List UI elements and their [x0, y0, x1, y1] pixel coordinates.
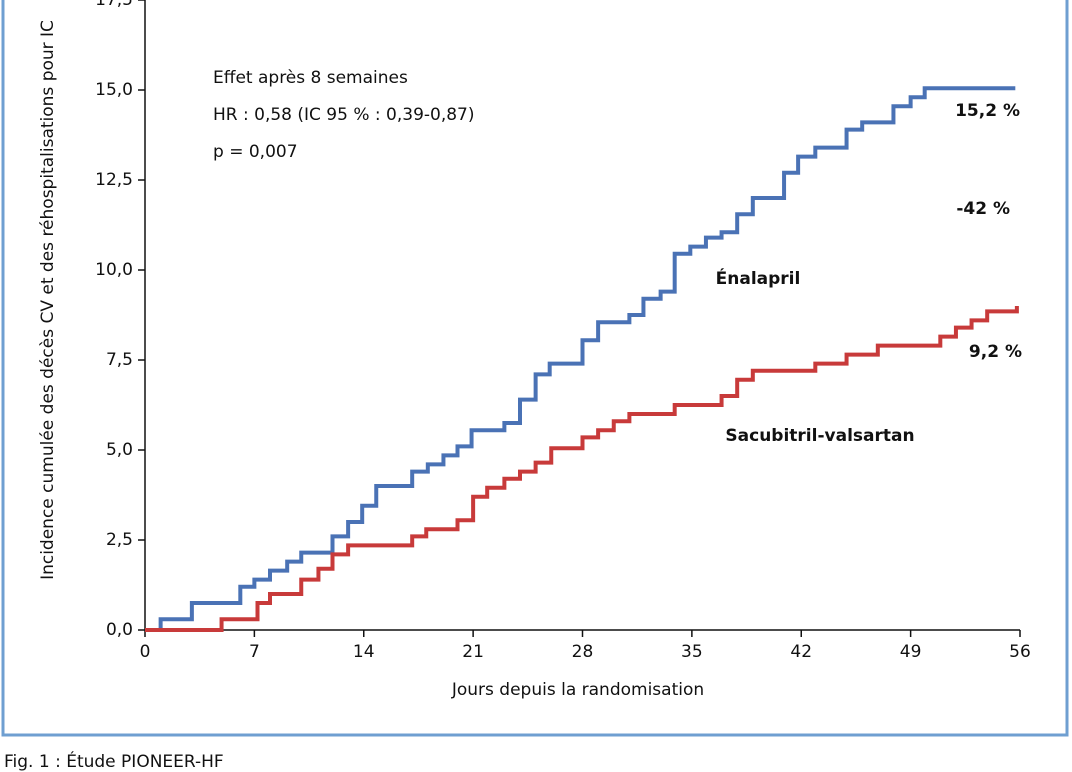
- x-tick-label: 0: [140, 642, 151, 662]
- annotation: HR : 0,58 (IC 95 % : 0,39-0,87): [213, 105, 475, 125]
- annotation: 15,2 %: [955, 101, 1020, 121]
- y-axis-title: Incidence cumulée des décès CV et des ré…: [38, 20, 58, 580]
- y-tick-label: 7,5: [106, 350, 133, 370]
- annotation: -42 %: [956, 199, 1010, 219]
- y-tick-label: 2,5: [106, 530, 133, 550]
- x-tick-label: 56: [1009, 642, 1031, 662]
- x-tick-label: 35: [681, 642, 703, 662]
- series-line: [145, 86, 1016, 632]
- annotation: p = 0,007: [213, 142, 298, 162]
- annotation: Effet après 8 semaines: [213, 68, 408, 88]
- annotation: 9,2 %: [969, 342, 1022, 362]
- x-tick-label: 21: [462, 642, 484, 662]
- x-tick-label: 28: [572, 642, 594, 662]
- y-tick-label: 12,5: [95, 170, 133, 190]
- caption: Fig. 1 : Étude PIONEER-HF: [4, 750, 224, 772]
- x-tick-label: 7: [249, 642, 260, 662]
- y-tick-label: 17,5: [95, 0, 133, 10]
- x-tick-label: 49: [900, 642, 922, 662]
- series-line: [145, 306, 1019, 632]
- x-axis-title: Jours depuis la randomisation: [451, 680, 704, 700]
- y-tick-label: 15,0: [95, 80, 133, 100]
- annotation: Sacubitril-valsartan: [725, 426, 914, 446]
- frame: [1, 0, 1069, 737]
- y-tick-label: 5,0: [106, 440, 133, 460]
- y-tick-label: 0,0: [106, 620, 133, 640]
- y-tick-label: 10,0: [95, 260, 133, 280]
- x-tick-label: 14: [353, 642, 375, 662]
- annotation: Énalapril: [716, 267, 801, 289]
- x-tick-label: 42: [790, 642, 812, 662]
